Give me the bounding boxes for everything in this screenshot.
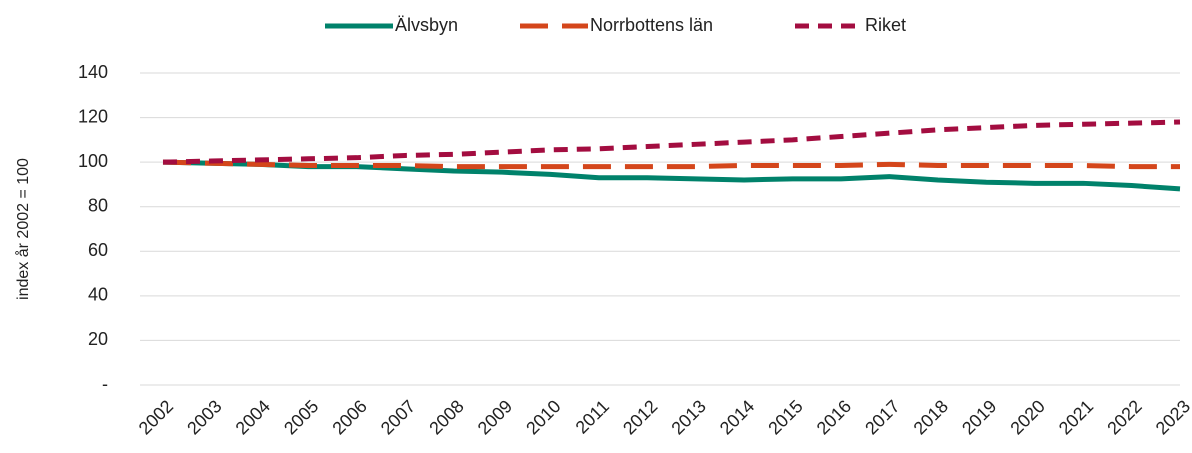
y-tick-label: 100: [78, 151, 108, 171]
x-tick-label: 2014: [716, 396, 758, 438]
line-series: [162, 159, 1180, 170]
x-tick-label: 2020: [1006, 396, 1048, 438]
legend-label: Norrbottens län: [590, 15, 713, 35]
y-tick-label: 140: [78, 62, 108, 82]
x-tick-label: 2002: [135, 396, 177, 438]
y-axis-label: index år 2002 = 100: [14, 158, 32, 300]
x-tick-label: 2007: [377, 396, 419, 438]
x-tick-label: 2022: [1103, 396, 1145, 438]
x-tick-label: 2003: [183, 396, 225, 438]
line-series: [162, 119, 1181, 165]
x-tick-label: 2005: [280, 396, 322, 438]
legend-label: Älvsbyn: [395, 15, 458, 35]
x-tick-label: 2016: [813, 396, 855, 438]
x-tick-label: 2023: [1152, 396, 1192, 438]
y-tick-label: 20: [88, 329, 108, 349]
x-tick-label: 2006: [328, 396, 370, 438]
x-tick-label: 2009: [474, 396, 516, 438]
y-tick-label: 60: [88, 240, 108, 260]
y-tick-label: 80: [88, 195, 108, 215]
x-tick-label: 2017: [861, 396, 903, 438]
x-tick-label: 2013: [667, 396, 709, 438]
x-tick-label: 2021: [1055, 396, 1097, 438]
x-tick-label: 2015: [764, 396, 806, 438]
x-tick-label: 2011: [572, 396, 614, 438]
x-tick-label: 2019: [958, 396, 1000, 438]
legend-label: Riket: [865, 15, 906, 35]
x-tick-label: 2018: [910, 396, 952, 438]
y-tick-label: 120: [78, 106, 108, 126]
x-tick-label: 2010: [522, 396, 564, 438]
x-tick-label: 2004: [232, 396, 274, 438]
x-tick-label: 2008: [425, 396, 467, 438]
x-tick-label: 2012: [619, 396, 661, 438]
y-tick-label: -: [102, 374, 108, 394]
y-tick-label: 40: [88, 285, 108, 305]
